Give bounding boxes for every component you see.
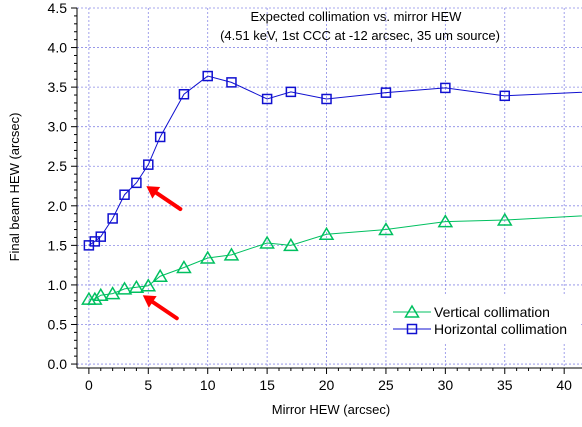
- data-point-square: [95, 231, 107, 242]
- data-point-square: [499, 90, 511, 102]
- x-tick-label: 10: [200, 377, 216, 393]
- data-point-triangle: [223, 247, 240, 261]
- data-point-triangle: [116, 281, 133, 295]
- legend: Vertical collimation Horizontal collimat…: [390, 296, 580, 344]
- series-vertical: [81, 212, 582, 305]
- data-point-square: [380, 87, 392, 98]
- x-tick-label: 40: [556, 377, 572, 393]
- x-tick-label: 25: [378, 377, 394, 393]
- legend-marker-square: [406, 323, 418, 335]
- y-tick-label: 0.0: [48, 356, 68, 372]
- y-tick-label: 4.0: [48, 40, 68, 56]
- series-line: [88, 215, 582, 300]
- y-tick-label: 3.0: [48, 119, 68, 135]
- x-tick-label: 30: [438, 377, 454, 393]
- red-arrow-shaft: [154, 190, 183, 212]
- y-tick-label: 1.0: [48, 277, 68, 293]
- y-tick-label: 2.5: [48, 158, 68, 174]
- x-tick-label: 20: [319, 377, 335, 393]
- grid: [77, 7, 582, 368]
- series-horizontal: [83, 70, 582, 251]
- data-point-triangle: [318, 226, 335, 241]
- y-axis-title: Final beam HEW (arcsec): [7, 113, 22, 262]
- data-point-square: [143, 159, 154, 170]
- chart-title: Expected collimation vs. mirror HEW: [251, 9, 463, 24]
- data-point-triangle: [378, 222, 394, 236]
- axes: 0 5 10 15 20 25 30 35 40 0.0 0.5 1.0 1.5 2.0 2.5 3.0 3.5…: [48, 0, 582, 393]
- red-arrow-head: [142, 295, 157, 308]
- red-arrow-head: [146, 186, 161, 199]
- x-tick-label: 15: [259, 377, 275, 393]
- data-point-triangle: [140, 278, 157, 292]
- data-point-square: [107, 213, 118, 224]
- y-tick-label: 1.5: [48, 237, 68, 253]
- y-tick-label: 3.5: [48, 79, 68, 95]
- chart-subtitle: (4.51 keV, 1st CCC at -12 arcsec, 35 um …: [220, 28, 500, 43]
- data-point-square: [261, 93, 273, 105]
- red-arrow-shaft: [150, 299, 179, 321]
- data-point-triangle: [87, 291, 103, 305]
- data-point-triangle: [152, 268, 168, 282]
- data-point-triangle: [104, 286, 121, 300]
- data-point-square: [202, 70, 213, 82]
- data-point-square: [285, 86, 297, 98]
- data-point-square: [154, 131, 166, 143]
- x-tick-label: 5: [144, 377, 152, 393]
- series-line: [88, 75, 582, 246]
- data-point-triangle: [259, 235, 275, 249]
- data-point-square: [178, 88, 190, 100]
- annotations: [142, 186, 183, 321]
- x-axis-title: Mirror HEW (arcsec): [272, 402, 390, 417]
- data-point-triangle: [176, 260, 192, 274]
- data-point-triangle: [437, 214, 454, 228]
- y-tick-label: 0.5: [48, 316, 68, 332]
- data-point-triangle: [283, 237, 299, 252]
- data-point-triangle: [128, 279, 145, 294]
- data-point-square: [321, 93, 332, 105]
- x-tick-label: 35: [497, 377, 513, 393]
- data-point-square: [131, 177, 142, 189]
- legend-label-vertical: Vertical collimation: [434, 304, 550, 320]
- x-tick-label: 0: [85, 377, 93, 393]
- legend-box: [390, 296, 580, 344]
- legend-label-horizontal: Horizontal collimation: [434, 321, 567, 337]
- data-point-triangle: [92, 287, 109, 301]
- series-layer: [81, 70, 582, 305]
- data-point-square: [226, 77, 237, 88]
- data-point-triangle: [199, 250, 216, 264]
- data-point-triangle: [496, 212, 513, 226]
- legend-marker-triangle: [404, 304, 420, 318]
- y-tick-label: 4.5: [48, 0, 68, 16]
- data-point-square: [119, 189, 130, 200]
- data-point-square: [440, 82, 451, 94]
- y-tick-label: 2.0: [48, 198, 68, 214]
